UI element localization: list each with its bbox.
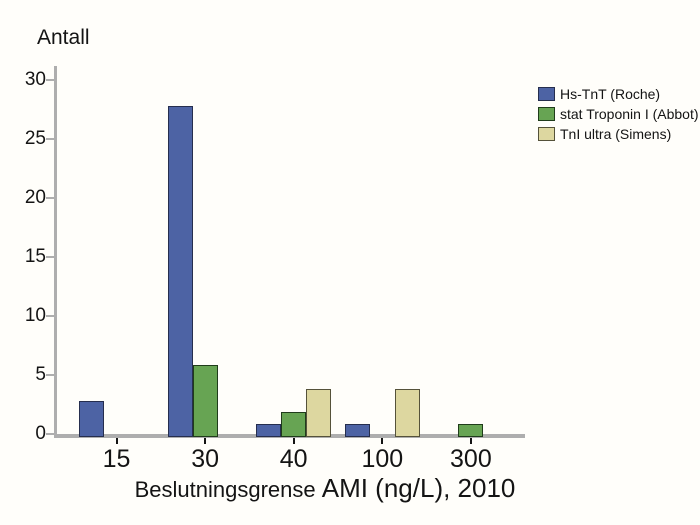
y-tick-mark: [46, 315, 54, 317]
x-tick-label: 300: [450, 445, 492, 473]
bar-tni-ultra-simens-100: [394, 388, 420, 437]
bar-hs-tnt-roche-30: [167, 105, 193, 437]
y-tick-label: 15: [24, 246, 46, 267]
legend-item-hs-tnt-roche: Hs-TnT (Roche): [538, 86, 699, 102]
legend-swatch-hs-tnt-roche: [538, 87, 555, 101]
legend-label: stat Troponin I (Abbot): [560, 106, 699, 122]
x-axis-title-part2: AMI (ng/L), 2010: [321, 473, 516, 503]
x-tick-mark: [292, 437, 295, 444]
legend: Hs-TnT (Roche) stat Troponin I (Abbot) TnI…: [538, 86, 699, 147]
bar-tni-ultra-simens-40: [306, 388, 332, 437]
x-tick-mark: [115, 437, 118, 444]
x-tick-mark: [381, 437, 384, 444]
y-axis-line: [54, 66, 57, 438]
y-tick-mark: [46, 374, 54, 376]
x-tick-label: 30: [191, 445, 219, 473]
y-tick-mark: [46, 197, 54, 199]
bar-hs-tnt-roche-100: [344, 424, 370, 437]
legend-item-stat-troponin-i-abbot: stat Troponin I (Abbot): [538, 106, 699, 122]
y-tick-mark: [46, 256, 54, 258]
bar-stat-troponin-i-abbot-300: [458, 424, 484, 437]
bar-hs-tnt-roche-40: [256, 424, 282, 437]
y-tick-mark: [46, 79, 54, 81]
bar-hs-tnt-roche-15: [79, 400, 104, 437]
bar-stat-troponin-i-abbot-30: [192, 365, 218, 437]
bar-stat-troponin-i-abbot-40: [281, 412, 307, 437]
y-axis-title: Antall: [37, 26, 90, 49]
x-tick-label: 40: [279, 445, 308, 473]
y-tick-label: 20: [24, 187, 46, 208]
y-tick-label: 30: [24, 69, 46, 90]
x-tick-label: 100: [361, 445, 404, 473]
x-tick-mark: [204, 437, 207, 444]
y-tick-label: 25: [24, 128, 46, 149]
x-tick-label: 15: [102, 445, 131, 473]
legend-label: TnI ultra (Simens): [560, 126, 672, 142]
y-tick-mark: [46, 433, 54, 435]
x-tick-mark: [469, 437, 472, 444]
legend-swatch-tni-ultra-simens: [538, 127, 555, 141]
x-axis-title-part1: Beslutningsgrense: [134, 477, 316, 502]
legend-label: Hs-TnT (Roche): [560, 86, 661, 102]
y-tick-mark: [46, 138, 54, 140]
x-axis-title: Beslutningsgrense AMI (ng/L), 2010: [60, 473, 590, 504]
y-tick-label: 5: [35, 364, 46, 385]
legend-swatch-stat-troponin-i-abbot: [538, 107, 555, 121]
y-tick-label: 0: [35, 423, 46, 444]
legend-item-tni-ultra-simens: TnI ultra (Simens): [538, 126, 699, 142]
y-tick-label: 10: [24, 305, 46, 326]
